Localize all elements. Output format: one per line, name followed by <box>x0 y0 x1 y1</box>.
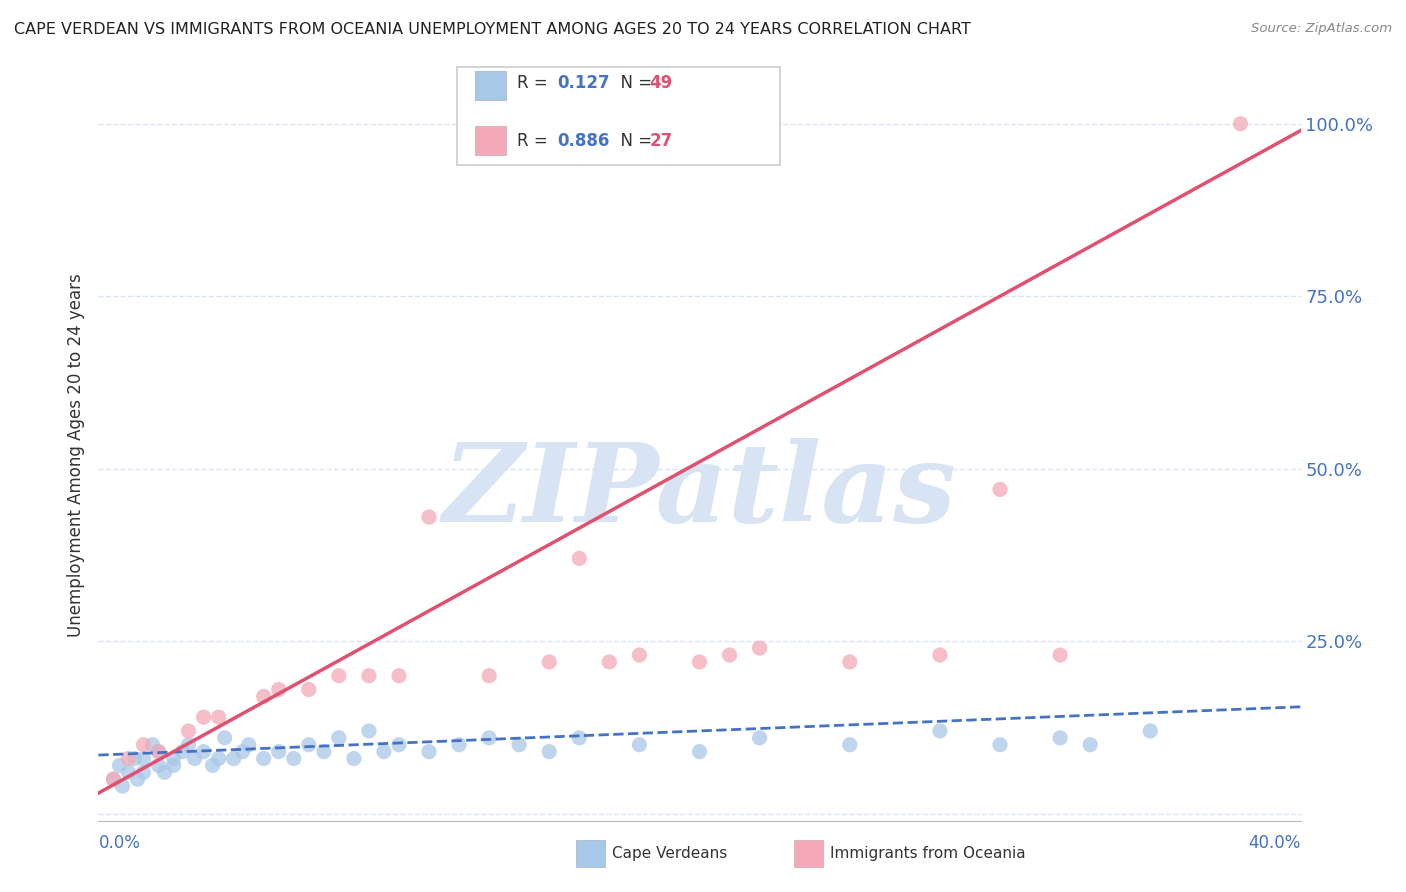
Point <box>132 751 155 765</box>
Point <box>328 731 350 745</box>
Point <box>748 641 770 656</box>
Point <box>117 765 139 780</box>
Text: 49: 49 <box>650 74 673 92</box>
Point <box>538 745 561 759</box>
Text: N =: N = <box>610 133 658 151</box>
Point <box>103 772 125 787</box>
Point <box>162 751 184 765</box>
Point <box>177 738 200 752</box>
Point <box>328 669 350 683</box>
Text: Immigrants from Oceania: Immigrants from Oceania <box>830 847 1025 861</box>
Point <box>193 745 215 759</box>
Point <box>132 738 155 752</box>
Point <box>628 738 651 752</box>
Point <box>267 745 290 759</box>
Point <box>373 745 395 759</box>
Point <box>208 710 231 724</box>
Point <box>1229 117 1251 131</box>
Point <box>148 758 170 772</box>
Point <box>148 745 170 759</box>
Point <box>628 648 651 662</box>
Point <box>343 751 366 765</box>
Text: R =: R = <box>517 133 554 151</box>
Point <box>1049 648 1071 662</box>
Point <box>283 751 305 765</box>
Point <box>141 738 163 752</box>
Text: 0.886: 0.886 <box>557 133 609 151</box>
Point <box>108 758 131 772</box>
Point <box>222 751 245 765</box>
Point <box>148 745 170 759</box>
Point <box>214 731 236 745</box>
Point <box>201 758 224 772</box>
Point <box>929 723 952 738</box>
Point <box>193 710 215 724</box>
Point <box>208 751 231 765</box>
Point <box>748 731 770 745</box>
Point <box>357 669 380 683</box>
Point <box>253 751 276 765</box>
Point <box>388 669 411 683</box>
Point <box>111 779 134 793</box>
Point <box>418 510 440 524</box>
Point <box>988 483 1011 497</box>
Point <box>598 655 620 669</box>
Point <box>183 751 205 765</box>
Point <box>718 648 741 662</box>
Point <box>298 682 321 697</box>
Point <box>153 765 176 780</box>
Text: Cape Verdeans: Cape Verdeans <box>612 847 727 861</box>
Point <box>172 745 194 759</box>
Point <box>124 751 146 765</box>
Point <box>117 751 139 765</box>
Text: 40.0%: 40.0% <box>1249 834 1301 852</box>
Point <box>132 765 155 780</box>
Point <box>838 655 860 669</box>
Point <box>538 655 561 669</box>
Point <box>388 738 411 752</box>
Point <box>838 738 860 752</box>
Point <box>418 745 440 759</box>
Point <box>447 738 470 752</box>
Point <box>238 738 260 752</box>
Point <box>508 738 530 752</box>
Text: 0.127: 0.127 <box>557 74 609 92</box>
Y-axis label: Unemployment Among Ages 20 to 24 years: Unemployment Among Ages 20 to 24 years <box>66 273 84 637</box>
Text: R =: R = <box>517 74 554 92</box>
Text: CAPE VERDEAN VS IMMIGRANTS FROM OCEANIA UNEMPLOYMENT AMONG AGES 20 TO 24 YEARS C: CAPE VERDEAN VS IMMIGRANTS FROM OCEANIA … <box>14 22 972 37</box>
Point <box>478 669 501 683</box>
Point <box>988 738 1011 752</box>
Point <box>357 723 380 738</box>
Point <box>688 745 710 759</box>
Point <box>568 551 591 566</box>
Text: N =: N = <box>610 74 658 92</box>
Point <box>298 738 321 752</box>
Text: ZIPatlas: ZIPatlas <box>443 438 956 545</box>
Point <box>103 772 125 787</box>
Point <box>1049 731 1071 745</box>
Point <box>162 758 184 772</box>
Text: Source: ZipAtlas.com: Source: ZipAtlas.com <box>1251 22 1392 36</box>
Point <box>253 690 276 704</box>
Point <box>929 648 952 662</box>
Point <box>267 682 290 697</box>
Point <box>1078 738 1101 752</box>
Text: 27: 27 <box>650 133 673 151</box>
Point <box>688 655 710 669</box>
Point <box>312 745 335 759</box>
Point <box>1139 723 1161 738</box>
Point <box>177 723 200 738</box>
Point <box>568 731 591 745</box>
Point <box>127 772 149 787</box>
Text: 0.0%: 0.0% <box>98 834 141 852</box>
Point <box>478 731 501 745</box>
Point <box>232 745 254 759</box>
